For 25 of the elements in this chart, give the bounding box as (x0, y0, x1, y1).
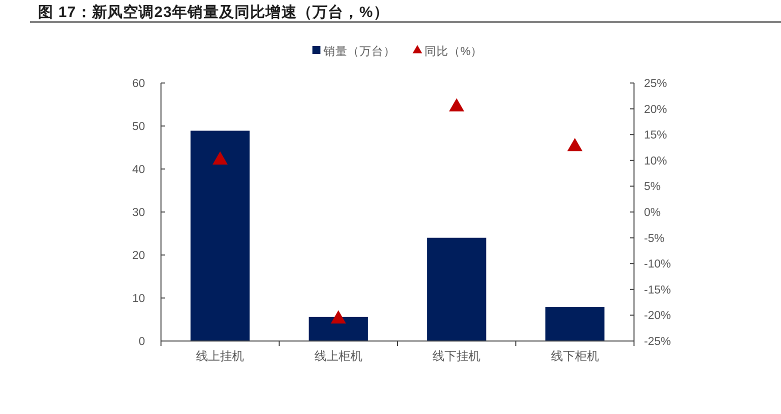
legend-label: 销量（万台） (323, 46, 396, 58)
y-tick-label: 40 (132, 164, 145, 176)
legend-label: 同比（%） (424, 46, 483, 58)
y2-tick-label: 25% (644, 78, 668, 90)
y-tick-label: 60 (132, 78, 145, 90)
title: 图 17：新风空调23年销量及同比增速（万台，%） (38, 4, 389, 21)
y2-tick-label: -5% (644, 232, 664, 245)
y2-tick-label: 5% (644, 181, 661, 194)
y2-tick-label: -20% (644, 310, 671, 322)
x-tick-label: 线上柜机 (314, 349, 362, 363)
x-tick-label: 线下挂机 (432, 349, 481, 363)
y-tick-label: 30 (132, 207, 145, 219)
x-tick-label: 线下柜机 (550, 349, 599, 363)
y-tick-label: 10 (132, 293, 145, 305)
y2-tick-label: -10% (644, 258, 671, 271)
y2-tick-label: 20% (644, 104, 668, 116)
y-tick-label: 20 (132, 250, 145, 262)
x-tick-label: 线上挂机 (196, 349, 244, 363)
y-tick-label: 0 (138, 336, 145, 348)
y2-tick-label: 10% (644, 155, 668, 168)
y-tick-label: 50 (132, 121, 145, 133)
y2-tick-label: 15% (644, 130, 668, 142)
y2-tick-label: -25% (644, 336, 671, 348)
y2-tick-label: 0% (644, 207, 661, 219)
y2-tick-label: -15% (644, 284, 671, 296)
